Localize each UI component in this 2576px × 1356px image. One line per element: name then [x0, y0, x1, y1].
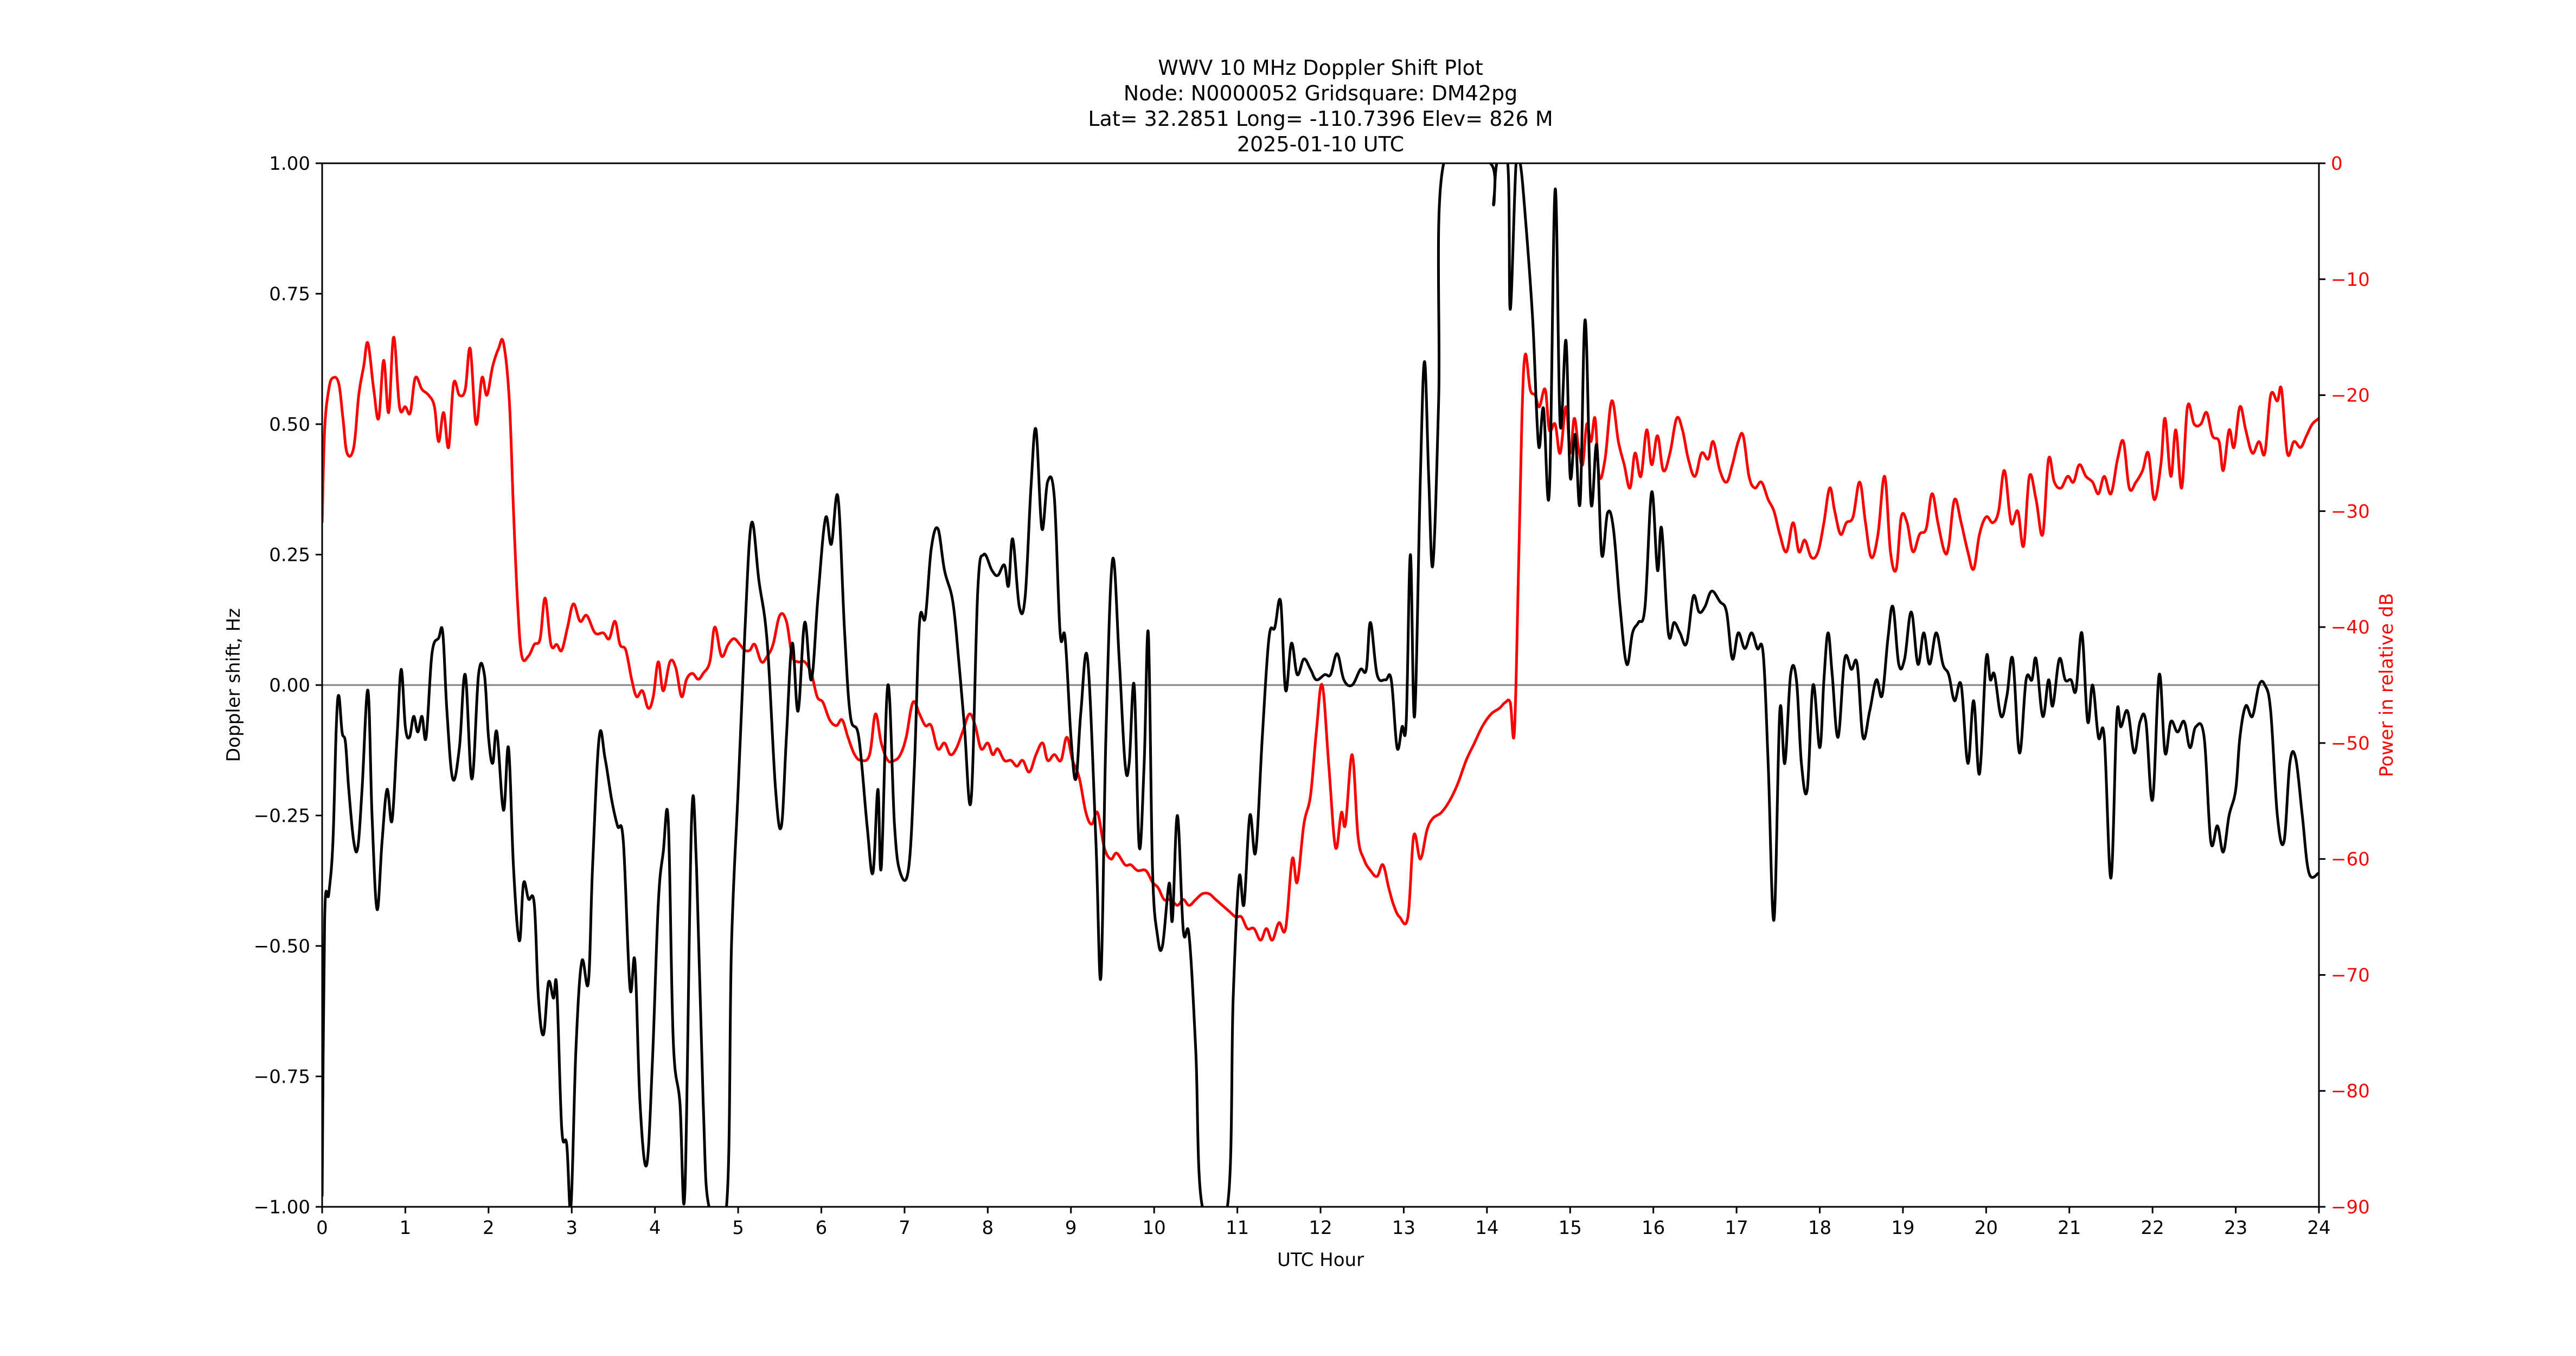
y-right-tick-label: −50	[2331, 733, 2370, 754]
y-right-tick-label: −30	[2331, 501, 2370, 522]
title-line-1: WWV 10 MHz Doppler Shift Plot	[1158, 56, 1483, 80]
x-tick-label: 2	[483, 1217, 495, 1239]
y-tick-label: 0.75	[269, 284, 310, 305]
x-tick-label: 15	[1559, 1217, 1582, 1239]
x-tick-label: 21	[2058, 1217, 2081, 1239]
x-tick-label: 6	[816, 1217, 828, 1239]
y-right-tick-label: 0	[2331, 153, 2343, 175]
x-tick-label: 14	[1475, 1217, 1498, 1239]
x-tick-label: 13	[1392, 1217, 1415, 1239]
x-tick-label: 20	[1975, 1217, 1998, 1239]
power-series-line	[322, 336, 2319, 942]
x-tick-label: 4	[649, 1217, 661, 1239]
x-tick-label: 19	[1891, 1217, 1914, 1239]
doppler-series-line	[322, 163, 2319, 1207]
x-tick-label: 0	[316, 1217, 328, 1239]
y-right-tick-label: −40	[2331, 617, 2370, 638]
y-tick-label: 0.25	[269, 545, 310, 566]
title-line-3: Lat= 32.2851 Long= -110.7396 Elev= 826 M	[1088, 107, 1553, 131]
x-tick-label: 9	[1065, 1217, 1077, 1239]
x-tick-label: 5	[732, 1217, 744, 1239]
y-axis-left-label: Doppler shift, Hz	[223, 608, 245, 762]
x-tick-label: 11	[1226, 1217, 1249, 1239]
title-line-4: 2025-01-10 UTC	[1237, 132, 1404, 156]
x-axis-ticks: 0 1 2 3 4 5 6 7 8 9 10 11 12 13 14 15 16 17 18 19 20 21 22 23 24	[316, 1207, 2331, 1239]
y-tick-label: 0.50	[269, 414, 310, 436]
x-tick-label: 12	[1309, 1217, 1332, 1239]
y-right-tick-label: −90	[2331, 1197, 2370, 1218]
y-tick-label: 1.00	[269, 153, 310, 175]
title-line-2: Node: N0000052 Gridsquare: DM42pg	[1124, 81, 1518, 105]
x-tick-label: 17	[1725, 1217, 1748, 1239]
y-right-tick-label: −20	[2331, 385, 2370, 407]
x-tick-label: 18	[1808, 1217, 1831, 1239]
x-tick-label: 3	[566, 1217, 578, 1239]
x-tick-label: 10	[1143, 1217, 1166, 1239]
x-tick-label: 22	[2141, 1217, 2164, 1239]
x-tick-label: 16	[1642, 1217, 1665, 1239]
y-axis-right-ticks: −90 −80 −70 −60 −50 −40 −30 −20 −10 0	[2319, 153, 2370, 1218]
y-tick-label: 0.00	[269, 675, 310, 696]
y-right-tick-label: −60	[2331, 849, 2370, 871]
y-tick-label: −0.50	[254, 936, 310, 957]
x-tick-label: 8	[982, 1217, 994, 1239]
x-tick-label: 7	[899, 1217, 911, 1239]
y-right-tick-label: −80	[2331, 1080, 2370, 1102]
x-axis-label: UTC Hour	[1277, 1249, 1364, 1271]
x-tick-label: 1	[400, 1217, 412, 1239]
x-tick-label: 24	[2307, 1217, 2330, 1239]
y-right-tick-label: −10	[2331, 269, 2370, 291]
y-axis-left-ticks: −1.00 −0.75 −0.50 −0.25 0.00 0.25 0.50 0.75 1.00	[254, 153, 322, 1218]
y-tick-label: −1.00	[254, 1197, 310, 1218]
y-axis-right-label: Power in relative dB	[2376, 593, 2398, 777]
y-right-tick-label: −70	[2331, 964, 2370, 986]
y-tick-label: −0.75	[254, 1066, 310, 1088]
x-tick-label: 23	[2224, 1217, 2247, 1239]
figure-title: WWV 10 MHz Doppler Shift Plot Node: N000…	[1088, 56, 1553, 156]
y-tick-label: −0.25	[254, 805, 310, 827]
